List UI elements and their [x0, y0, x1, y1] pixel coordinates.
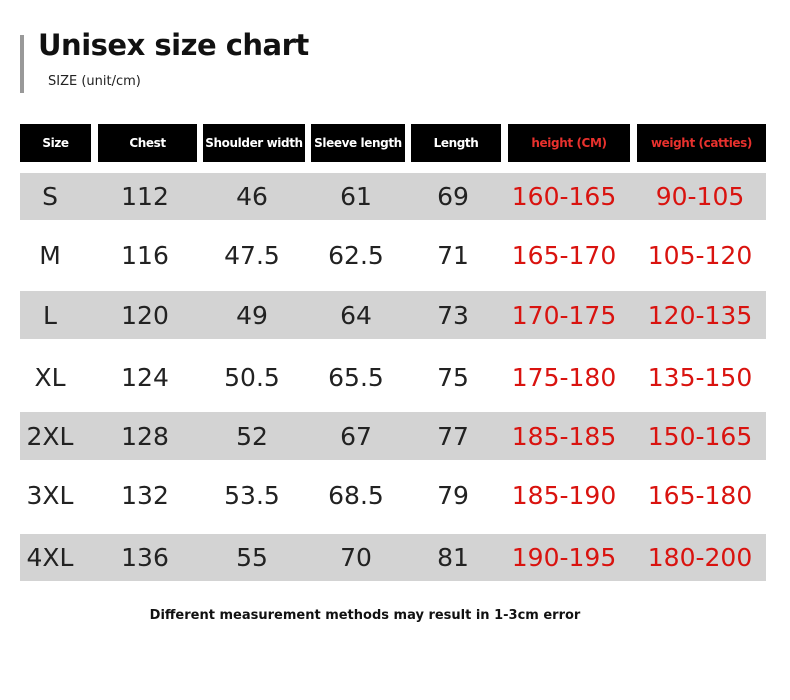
table-cell: 2XL — [26, 421, 74, 451]
table-cell: 105-120 — [647, 240, 753, 270]
table-row — [20, 173, 766, 220]
table-cell: 81 — [437, 543, 469, 572]
table-cell: 185-190 — [511, 480, 617, 510]
title: Unisex size chart — [38, 28, 309, 62]
table-cell: 52 — [236, 421, 268, 451]
table-cell: 165-180 — [647, 480, 753, 510]
header-cell: height (CM) — [508, 124, 630, 162]
table-cell: 64 — [340, 300, 372, 330]
table-cell: 47.5 — [224, 240, 280, 270]
table-row — [20, 534, 766, 581]
table-cell: 50.5 — [224, 363, 280, 392]
table-cell: M — [39, 240, 61, 270]
table-cell: 135-150 — [647, 363, 753, 392]
table-cell: 150-165 — [647, 421, 753, 451]
table-cell: 75 — [437, 363, 469, 392]
header-cell: Sleeve length — [311, 124, 405, 162]
table-cell: 136 — [121, 543, 169, 572]
table-cell: 90-105 — [655, 182, 745, 211]
table-cell: 116 — [121, 240, 169, 270]
table-cell: 79 — [437, 480, 469, 510]
table-cell: 185-185 — [511, 421, 617, 451]
table-cell: 73 — [437, 300, 469, 330]
title-accent — [20, 35, 24, 93]
table-cell: 65.5 — [328, 363, 384, 392]
table-cell: 190-195 — [511, 543, 617, 572]
table-cell: 49 — [236, 300, 268, 330]
table-cell: 160-165 — [511, 182, 617, 211]
table-cell: 124 — [121, 363, 169, 392]
table-cell: 68.5 — [328, 480, 384, 510]
table-cell: 61 — [340, 182, 372, 211]
footnote: Different measurement methods may result… — [149, 608, 581, 623]
header-cell: weight (catties) — [637, 124, 766, 162]
table-cell: 53.5 — [224, 480, 280, 510]
header-cell: Size — [20, 124, 91, 162]
table-cell: 69 — [437, 182, 469, 211]
table-row — [20, 412, 766, 460]
table-cell: 120 — [121, 300, 169, 330]
table-cell: 132 — [121, 480, 169, 510]
table-cell: 170-175 — [511, 300, 617, 330]
table-cell: 70 — [340, 543, 372, 572]
table-cell: 165-170 — [511, 240, 617, 270]
table-cell: 46 — [236, 182, 268, 211]
table-cell: 112 — [121, 182, 169, 211]
table-cell: 120-135 — [647, 300, 753, 330]
table-cell: L — [43, 300, 57, 330]
table-cell: 175-180 — [511, 363, 617, 392]
table-cell: 71 — [437, 240, 469, 270]
header-cell: Chest — [98, 124, 197, 162]
header-cell: Shoulder width — [203, 124, 305, 162]
table-cell: 62.5 — [328, 240, 384, 270]
table-cell: 180-200 — [647, 543, 753, 572]
table-cell: 77 — [437, 421, 469, 451]
table-cell: 128 — [121, 421, 169, 451]
table-cell: XL — [34, 363, 66, 392]
table-cell: 55 — [236, 543, 268, 572]
table-cell: 4XL — [26, 543, 74, 572]
subtitle: SIZE (unit/cm) — [48, 74, 141, 89]
table-cell: 3XL — [26, 480, 74, 510]
table-row — [20, 291, 766, 339]
header-cell: Length — [411, 124, 501, 162]
table-cell: 67 — [340, 421, 372, 451]
table-cell: S — [42, 182, 58, 211]
